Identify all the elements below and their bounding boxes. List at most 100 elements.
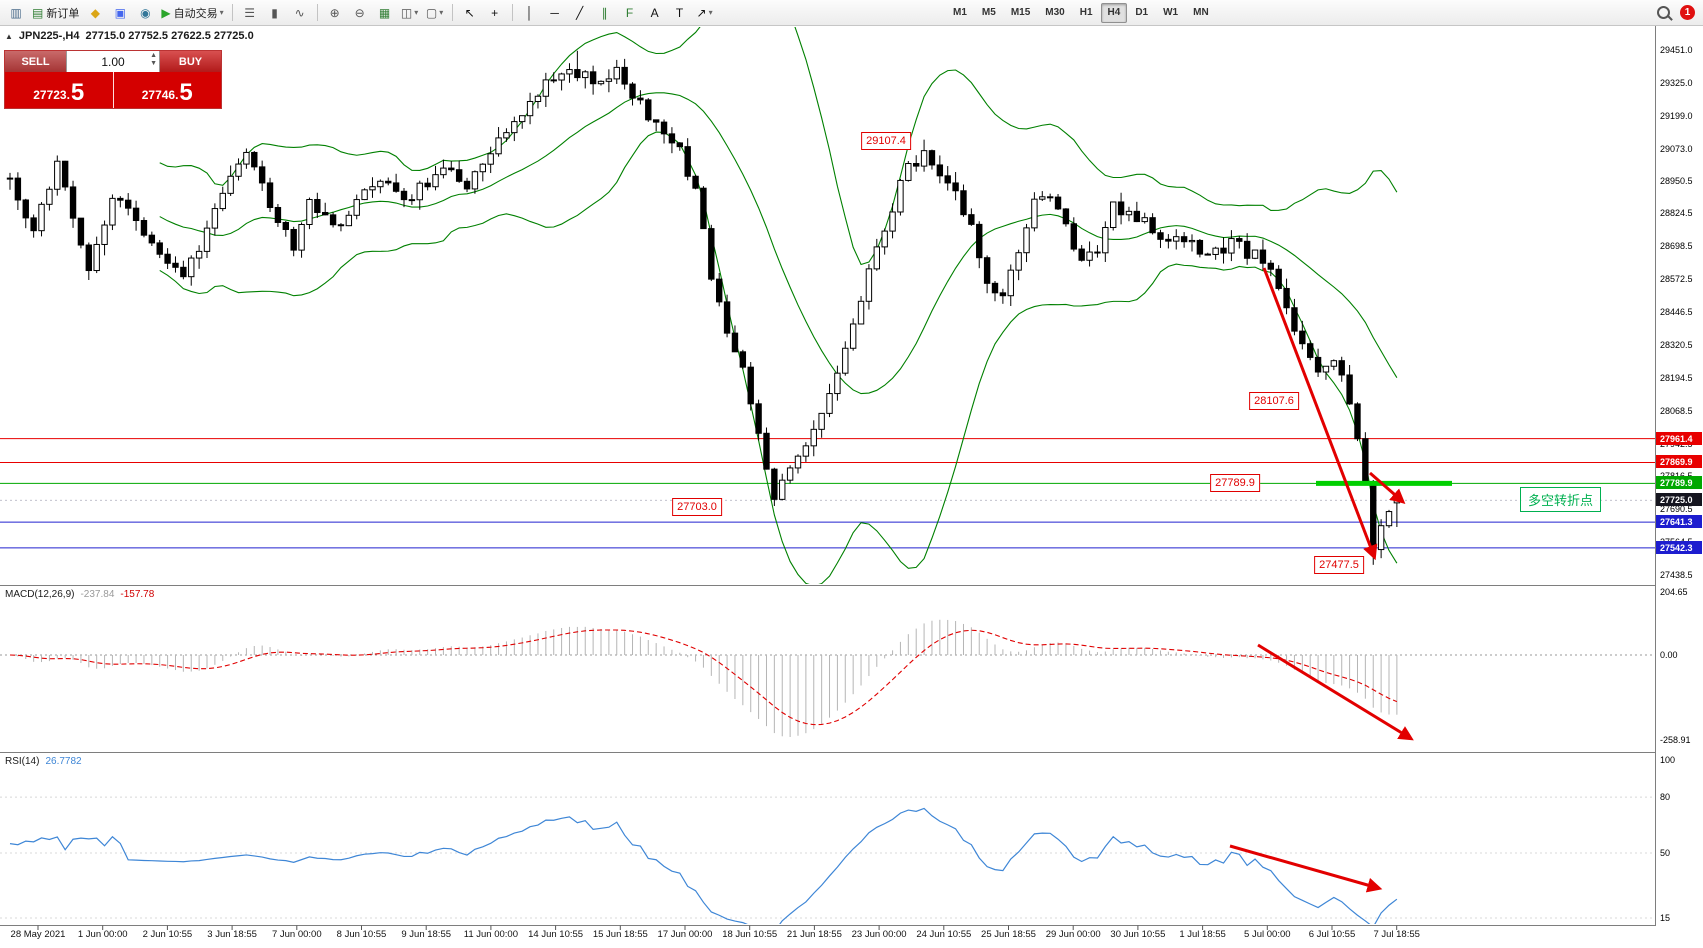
rsi-label: RSI(14) 26.7782 [5,756,82,767]
market-watch-icon[interactable]: ▣ [108,3,132,23]
candlesticks-layer [6,50,1401,565]
timeframe-button-m30[interactable]: M30 [1045,7,1065,18]
tile-windows-icon-glyph: ▦ [378,5,391,20]
arrows-tool-icon[interactable]: ↗ ▾ [693,3,717,23]
text-tool-icon-glyph: A [650,5,659,20]
buy-price-big: 5 [179,79,193,106]
timeframe-button-m1[interactable]: M1 [953,7,967,18]
trend-arrow [1229,844,1383,893]
metaeditor-icon-glyph: ◆ [90,5,100,20]
notification-badge[interactable]: 1 [1680,5,1695,20]
metaeditor-icon[interactable]: ◆ [83,3,107,23]
volume-input[interactable]: 1.00 ▲ ▼ [66,51,160,72]
toolbar-right-icons: 1 [1657,5,1695,20]
autotrading-button[interactable]: ▶ 自动交易 ▾ [158,3,226,23]
candlestick-type-icon-glyph: ▮ [271,5,278,20]
sell-button[interactable]: SELL [5,51,66,72]
trendline-icon[interactable]: ╱ [568,3,592,23]
timeframe-button-m5[interactable]: M5 [981,7,996,18]
volume-up-icon[interactable]: ▲ [150,52,157,59]
toolbar-separator [231,4,233,21]
price-scale-label: 29325.0 [1660,77,1693,88]
new-order-button[interactable]: ▤ 新订单 [29,3,82,23]
chart-window-icon-glyph: ▥ [10,5,22,20]
arrange-windows-icon[interactable]: ◫ ▾ [398,3,422,23]
line-chart-type-icon-glyph: ∿ [294,5,305,20]
timeframe-button-w1[interactable]: W1 [1163,7,1179,18]
timeframe-button-mn[interactable]: MN [1193,7,1209,18]
price-tag: 27961.4 [1656,431,1702,445]
price-scale-label: 29199.0 [1660,110,1693,121]
crosshair-icon[interactable]: + [483,3,507,23]
bar-chart-type-icon-glyph: ☰ [244,5,255,20]
macd-name: MACD(12,26,9) [5,589,75,600]
toolbar-separator [511,4,513,21]
bar-chart-type-icon[interactable]: ☰ [238,3,262,23]
timeframe-button-h4[interactable]: H4 [1100,3,1128,23]
price-scale-label: 28824.5 [1660,208,1693,219]
rsi-scale-label: 100 [1660,755,1676,765]
zoom-out-icon[interactable]: ⊖ [348,3,372,23]
equidistant-channel-icon-glyph: ∥ [601,5,608,20]
dropdown-caret-icon[interactable]: ▾ [708,8,713,17]
equidistant-channel-icon[interactable]: ∥ [593,3,617,23]
buy-button[interactable]: BUY [160,51,221,72]
arrows-tool-icon-glyph: ↗ [696,5,707,20]
text-tool-icon[interactable]: A [643,3,667,23]
rsi-value: 26.7782 [45,756,82,767]
symbol-ohlc: 27715.0 27752.5 27622.5 27725.0 [85,30,254,42]
bollinger-middle [159,92,1398,395]
cascade-windows-icon[interactable]: ▢ ▾ [423,3,447,23]
cursor-icon-glyph: ↖ [464,5,475,20]
zoom-in-icon[interactable]: ⊕ [323,3,347,23]
new-order-button-label: 新订单 [46,7,80,20]
trend-arrow [1262,267,1378,561]
price-scale-label: 28320.5 [1660,339,1693,350]
search-icon[interactable] [1657,6,1670,19]
trend-arrow [1369,471,1406,504]
cascade-windows-icon-glyph: ▢ [425,5,438,20]
symbol-period: JPN225-,H4 [18,30,80,42]
price-scale-label: 28194.5 [1660,372,1693,383]
market-watch-icon-glyph: ▣ [114,5,127,20]
toolbar-separator [316,4,318,21]
dropdown-caret-icon[interactable]: ▾ [219,8,224,17]
tile-windows-icon[interactable]: ▦ [373,3,397,23]
text-label-tool-icon[interactable]: T [668,3,692,23]
timeframe-button-m15[interactable]: M15 [1010,7,1031,18]
crosshair-icon-glyph: + [491,5,499,20]
toolbar-separator [451,4,453,21]
price-scale-label: 29073.0 [1660,143,1693,154]
horizontal-line-icon[interactable]: ─ [543,3,567,23]
autotrading-button-glyph: ▶ [161,5,171,20]
volume-down-icon[interactable]: ▼ [150,60,157,67]
macd-scale-label: 204.65 [1660,587,1688,597]
chart-window-icon[interactable]: ▥ [4,3,28,23]
dropdown-caret-icon[interactable]: ▾ [439,8,444,17]
timeframe-group: M1 M5 M15 M30 H1 H4 D1 W1 MN [946,3,1216,23]
vertical-line-icon[interactable]: │ [518,3,542,23]
volume-spinner[interactable]: ▲ ▼ [150,52,157,68]
cursor-icon[interactable]: ↖ [458,3,482,23]
bollinger-upper [159,27,1398,266]
line-chart-type-icon[interactable]: ∿ [288,3,312,23]
sell-price[interactable]: 27723. 5 [5,72,113,108]
buy-price-small: 27746. [141,88,179,102]
timeframe-button-h1[interactable]: H1 [1079,7,1093,18]
new-order-button-glyph: ▤ [32,5,44,20]
price-scale-label: 29451.0 [1660,45,1693,55]
fibonacci-icon[interactable]: F [618,3,642,23]
volume-value: 1.00 [101,54,125,69]
timeframe-button-d1[interactable]: D1 [1135,7,1149,18]
price-tag: 27641.3 [1656,515,1702,529]
macd-scale-label: -258.91 [1660,735,1691,745]
collapse-triangle-icon[interactable]: ▲ [5,31,13,41]
one-click-trading-panel: SELL 1.00 ▲ ▼ BUY 27723. 5 27746. 5 [4,50,222,109]
buy-price[interactable]: 27746. 5 [112,72,221,108]
price-tag: 27869.9 [1656,455,1702,469]
sell-price-big: 5 [70,79,85,106]
candlestick-type-icon[interactable]: ▮ [263,3,287,23]
dropdown-caret-icon[interactable]: ▾ [414,8,419,17]
community-icon[interactable]: ◉ [133,3,157,23]
